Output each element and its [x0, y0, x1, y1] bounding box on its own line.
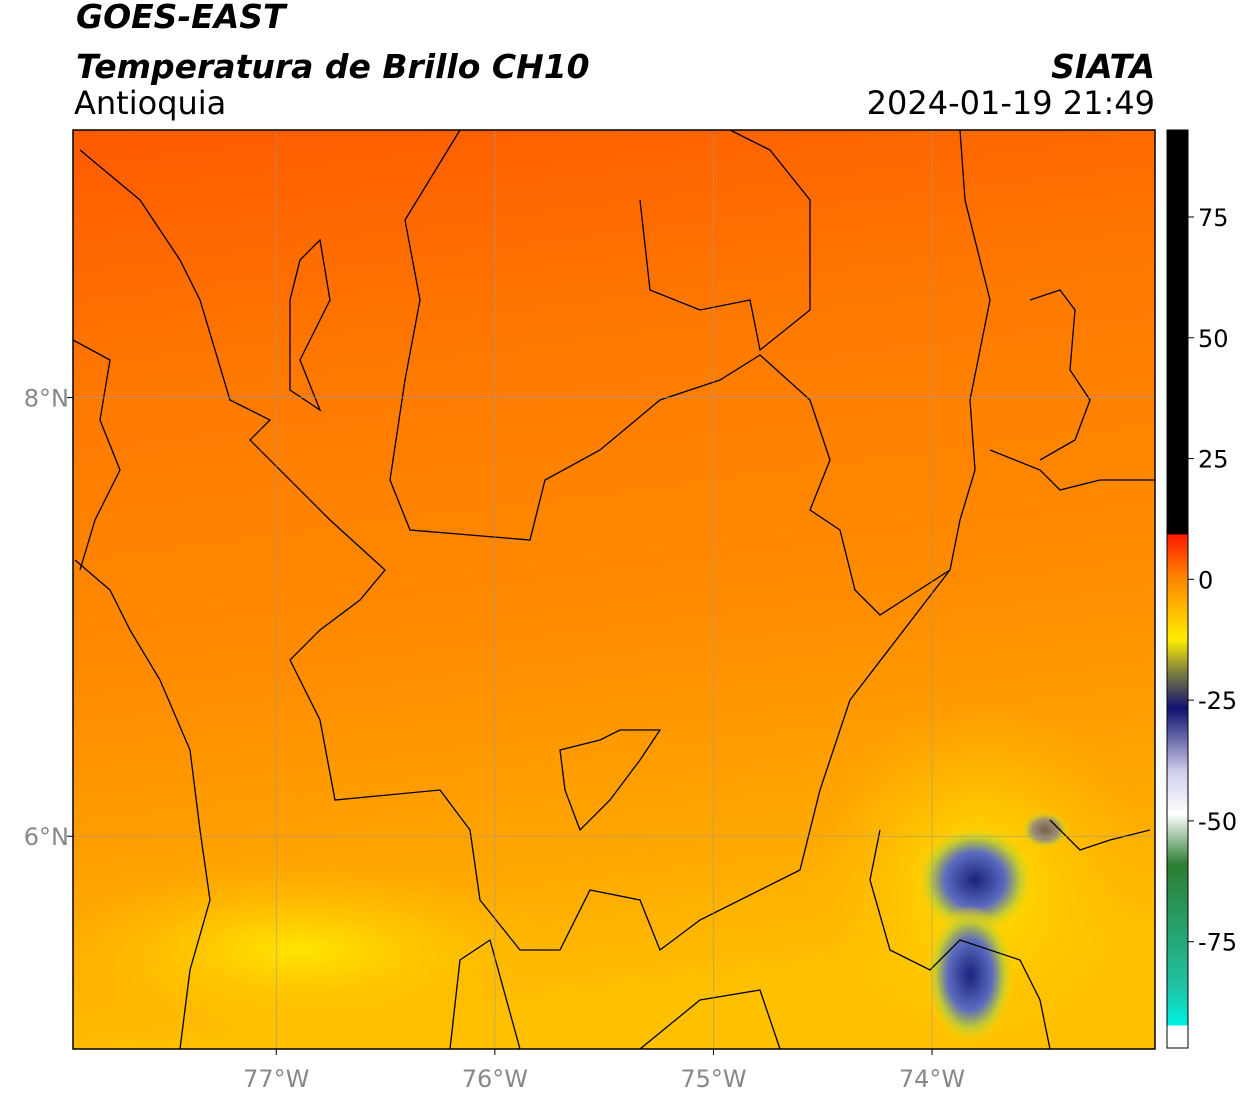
lon-tick-label: 74°W — [899, 1065, 965, 1093]
boundary — [639, 130, 811, 352]
lon-tick-label: 75°W — [680, 1065, 746, 1093]
boundary — [559, 729, 662, 832]
title: GOES-EAST — [76, 0, 288, 36]
coastline — [74, 559, 211, 1049]
boundaries — [73, 130, 1155, 1049]
colorbar — [1166, 129, 1189, 1049]
boundary — [1029, 289, 1091, 461]
lon-tick-label: 77°W — [243, 1065, 309, 1093]
colorbar-tick-label: 0 — [1198, 566, 1213, 594]
boundary — [989, 449, 1155, 491]
boundary — [79, 130, 951, 952]
boundary — [449, 938, 521, 1049]
cloud-cluster — [1020, 810, 1070, 850]
boundary — [869, 829, 1051, 1049]
colorbar-tick-label: -50 — [1198, 808, 1237, 836]
lon-tick-label: 76°W — [462, 1065, 528, 1093]
cloud-cluster — [925, 905, 1015, 1045]
colorbar-tick-label: -25 — [1198, 687, 1237, 715]
colorbar-tick-label: 25 — [1198, 446, 1229, 474]
lat-tick-label: 6°N — [24, 823, 69, 851]
colorbar-tick-label: -75 — [1198, 929, 1237, 957]
region: Antioquia — [74, 84, 226, 122]
coastline — [73, 339, 121, 571]
datetime: 2024-01-19 21:49 — [867, 84, 1155, 122]
boundary — [949, 130, 991, 571]
warm-region — [73, 860, 560, 1040]
boundary — [289, 238, 331, 412]
boundary — [1049, 819, 1151, 851]
map-area — [73, 130, 1155, 1049]
boundary — [639, 989, 781, 1049]
source: SIATA — [1051, 47, 1155, 86]
subtitle: Temperatura de Brillo CH10 — [76, 47, 590, 86]
colorbar-tick-label: 75 — [1198, 204, 1229, 232]
colorbar-tick-label: 50 — [1198, 325, 1229, 353]
cloud-cluster — [915, 825, 1035, 935]
map-frame — [72, 129, 1156, 1050]
lat-tick-label: 8°N — [24, 385, 69, 413]
